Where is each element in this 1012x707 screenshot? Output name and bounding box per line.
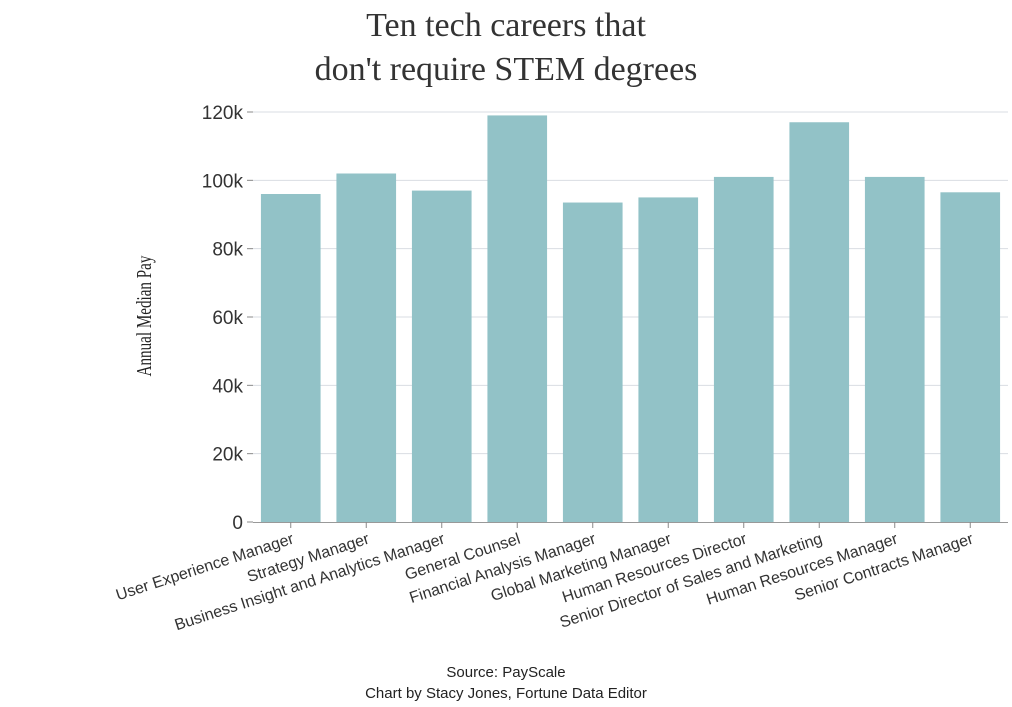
y-tick-label: 60k <box>212 308 243 329</box>
x-tick-label: Business Insight and Analytics Manager <box>173 530 448 634</box>
bar <box>487 115 548 523</box>
y-axis-label: Annual Median Pay <box>133 255 156 377</box>
bar <box>864 176 925 522</box>
bar <box>638 197 699 522</box>
y-tick-label: 40k <box>212 376 243 397</box>
source-line: Source: PayScale <box>446 664 566 681</box>
bar <box>789 122 850 522</box>
chart-title: Ten tech careers that don't require STEM… <box>0 4 1012 92</box>
y-tick-label: 0 <box>232 513 243 534</box>
y-tick-label: 120k <box>202 103 244 124</box>
credit-line: Chart by Stacy Jones, Fortune Data Edito… <box>365 685 647 702</box>
y-tick-label: 80k <box>212 240 243 261</box>
chart-title-line-1: Ten tech careers that <box>366 7 646 44</box>
bar <box>713 176 774 522</box>
bar <box>336 173 397 522</box>
bars <box>260 115 1001 523</box>
bar <box>562 202 623 522</box>
y-tick-label: 100k <box>202 171 244 192</box>
bar <box>260 194 321 522</box>
bar <box>940 192 1001 522</box>
chart-title-line-2: don't require STEM degrees <box>314 51 698 88</box>
bar <box>411 190 472 523</box>
y-tick-label: 20k <box>212 445 243 466</box>
source-credit: Source: PayScale Chart by Stacy Jones, F… <box>0 662 1012 704</box>
